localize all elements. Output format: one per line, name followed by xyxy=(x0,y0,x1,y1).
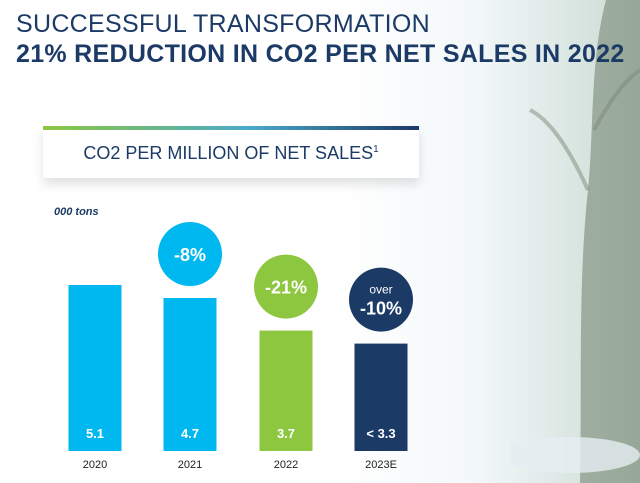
change-badge-2022 xyxy=(254,254,318,319)
page-title: SUCCESSFUL TRANSFORMATION xyxy=(16,10,431,38)
footnote-marker: 1 xyxy=(373,144,379,155)
bar-2021 xyxy=(163,298,217,451)
category-label-2022: 2022 xyxy=(274,459,298,471)
category-label-2023e: 2023E xyxy=(365,459,397,471)
bar-2020 xyxy=(68,285,122,451)
change-prefix-2023e: over xyxy=(369,283,392,297)
chart-subtitle: CO2 PER MILLION OF NET SALES1 xyxy=(43,143,419,164)
page-headline: 21% REDUCTION IN CO2 PER NET SALES IN 20… xyxy=(16,40,625,68)
change-text-2022: -21% xyxy=(265,278,307,298)
chart-subtitle-box: CO2 PER MILLION OF NET SALES1 xyxy=(43,126,419,178)
change-badge-2021 xyxy=(158,222,222,287)
category-label-2020: 2020 xyxy=(83,459,107,471)
value-label-2023e: < 3.3 xyxy=(366,426,395,441)
chart-subtitle-text: CO2 PER MILLION OF NET SALES xyxy=(83,143,374,163)
tree-photo-decoration xyxy=(510,0,640,483)
change-badge-2023e xyxy=(349,267,413,332)
value-label-2022: 3.7 xyxy=(277,426,295,441)
value-label-2021: 4.7 xyxy=(181,426,199,441)
value-label-2020: 5.1 xyxy=(86,426,104,441)
bar-2023e xyxy=(354,343,408,451)
change-text-2023e: -10% xyxy=(360,299,402,319)
change-text-2021: -8% xyxy=(174,245,206,265)
category-label-2021: 2021 xyxy=(178,459,202,471)
bar-2022 xyxy=(259,330,313,451)
unit-label: 000 tons xyxy=(54,206,99,218)
gradient-accent-bar xyxy=(43,126,419,130)
